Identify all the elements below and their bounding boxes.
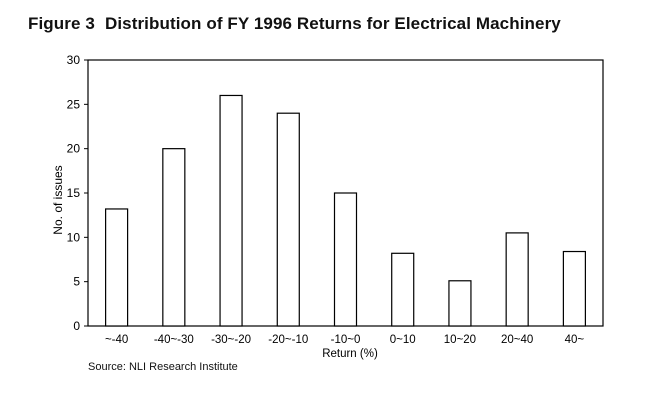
bar xyxy=(448,280,472,327)
figure-title: Figure 3 Distribution of FY 1996 Returns … xyxy=(28,14,561,34)
bar xyxy=(105,208,129,327)
x-tick-label: ~-40 xyxy=(105,334,128,346)
bar xyxy=(333,192,358,327)
y-axis-label: No. of issues xyxy=(51,165,65,234)
bar xyxy=(276,112,300,327)
figure-number: Figure 3 xyxy=(28,14,95,33)
bar xyxy=(562,250,586,327)
y-tick-label: 15 xyxy=(67,186,81,200)
x-axis-label: Return (%) xyxy=(322,348,378,360)
x-tick-label: 20~40 xyxy=(501,334,533,346)
bar xyxy=(219,94,243,327)
y-axis: 0 5 10 15 20 25 30 xyxy=(67,53,88,333)
x-tick-label: -30~-20 xyxy=(211,334,251,346)
x-tick-label: 40~ xyxy=(565,334,585,346)
y-tick-label: 20 xyxy=(67,142,81,156)
bar xyxy=(391,252,415,327)
x-tick-label: 0~10 xyxy=(390,334,416,346)
y-tick-label: 10 xyxy=(67,230,81,244)
y-tick-label: 5 xyxy=(73,275,80,289)
y-tick-label: 0 xyxy=(73,319,80,333)
y-tick-label: 30 xyxy=(67,53,81,67)
bars xyxy=(105,94,586,327)
x-tick-label: -10~0 xyxy=(331,334,361,346)
bar xyxy=(162,148,186,327)
source-note: Source: NLI Research Institute xyxy=(88,361,238,373)
x-tick-label: -40~-30 xyxy=(154,334,194,346)
bar xyxy=(505,232,529,327)
x-tick-label: -20~-10 xyxy=(268,334,308,346)
figure-title-text: Distribution of FY 1996 Returns for Elec… xyxy=(104,14,561,33)
x-tick-label: 10~20 xyxy=(444,334,476,346)
x-axis: ~-40 -40~-30 -30~-20 -20~-10 -10~0 0~10 10~20 2… xyxy=(105,334,584,346)
y-tick-label: 25 xyxy=(67,97,81,111)
